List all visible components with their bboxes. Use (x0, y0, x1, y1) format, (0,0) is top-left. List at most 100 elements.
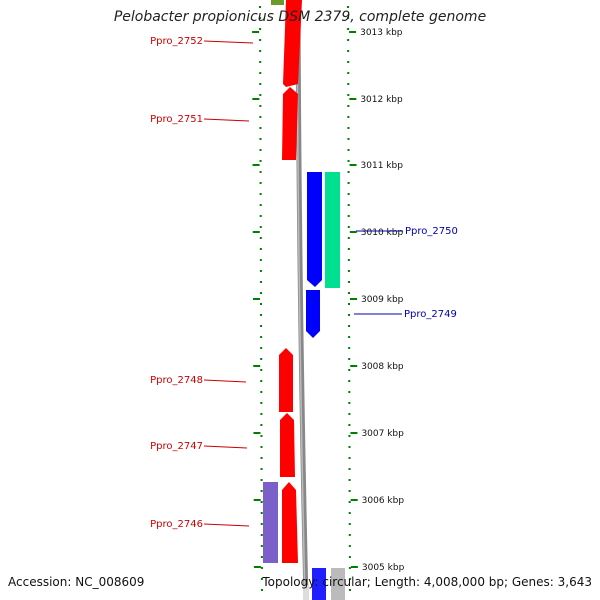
ruler-tick-right (349, 164, 357, 166)
guide-dot-left (260, 402, 263, 404)
guide-dot-right (347, 116, 350, 118)
gene-label-forward[interactable]: Ppro_2748 (150, 375, 203, 386)
gene-leader-line (203, 40, 254, 44)
gene-ppro-2748[interactable] (279, 348, 293, 412)
edge-feature-top (271, 0, 284, 5)
guide-dot-left (260, 336, 263, 338)
guide-dot-right (348, 402, 351, 404)
guide-dot-left (260, 567, 263, 569)
guide-dot-left (260, 391, 263, 393)
guide-dot-right (347, 281, 350, 283)
guide-dot-left (260, 512, 263, 514)
guide-dot-left (259, 39, 262, 41)
guide-dot-left (260, 424, 263, 426)
ruler-tick-label: 3009 kbp (361, 295, 404, 305)
feature-purple[interactable] (263, 482, 278, 563)
gene-label-forward[interactable]: Ppro_2746 (150, 519, 203, 530)
guide-dot-left (260, 380, 263, 382)
guide-dot-right (348, 424, 351, 426)
guide-dot-right (347, 237, 350, 239)
gene-leader-line (203, 379, 247, 383)
guide-dot-left (260, 457, 263, 459)
guide-dot-right (347, 226, 350, 228)
ruler-tick-left (253, 365, 261, 367)
edge-feature-bottom-gray (331, 568, 345, 600)
gene-arrow (306, 290, 320, 338)
guide-dot-right (347, 182, 350, 184)
guide-dot-right (348, 303, 351, 305)
ruler-tick-right (349, 298, 357, 300)
guide-dot-left (259, 270, 262, 272)
gene-ppro-2746[interactable] (282, 482, 298, 563)
guide-dot-right (348, 391, 351, 393)
guide-dot-right (348, 512, 351, 514)
gene-label-forward[interactable]: Ppro_2747 (150, 441, 203, 452)
gene-arrow (279, 348, 293, 412)
ruler-tick-right (350, 499, 358, 501)
guide-dot-right (347, 28, 350, 30)
guide-dot-right (347, 160, 350, 162)
guide-dot-left (260, 545, 263, 547)
guide-dot-left (259, 226, 262, 228)
ruler-tick-right (349, 98, 357, 100)
gene-ppro-2752[interactable] (283, 0, 302, 87)
gene-arrow (283, 0, 302, 87)
guide-dot-right (348, 435, 351, 437)
ruler-tick-right (349, 31, 357, 33)
guide-dot-left (259, 72, 262, 74)
guide-dot-left (259, 160, 262, 162)
guide-dot-right (348, 457, 351, 459)
guide-dot-left (260, 369, 263, 371)
gene-ppro-2751[interactable] (282, 87, 298, 160)
guide-dot-left (259, 149, 262, 151)
gene-label-forward[interactable]: Ppro_2752 (150, 36, 203, 47)
feature-rna[interactable] (325, 172, 340, 288)
guide-dot-left (260, 501, 263, 503)
guide-dot-right (348, 501, 351, 503)
guide-dot-left (259, 83, 262, 85)
guide-dot-right (347, 72, 350, 74)
guide-dot-left (260, 358, 263, 360)
ruler-tick-label: 3006 kbp (362, 496, 405, 506)
gene-leader-line (203, 523, 250, 527)
gene-label-forward[interactable]: Ppro_2751 (150, 114, 203, 125)
guide-dot-right (348, 325, 351, 327)
guide-dot-left (260, 325, 263, 327)
guide-dot-right (347, 193, 350, 195)
gene-leader-line (203, 445, 248, 449)
guide-dot-right (347, 259, 350, 261)
guide-dot-left (259, 248, 262, 250)
ruler-tick-left (252, 98, 260, 100)
guide-dot-right (348, 336, 351, 338)
ruler-tick-left (253, 499, 261, 501)
ruler-tick-label: 3005 kbp (362, 563, 405, 573)
gene-arrow (280, 413, 295, 477)
guide-dot-left (260, 413, 263, 415)
ruler-tick-label: 3007 kbp (361, 429, 404, 439)
guide-dot-right (348, 567, 351, 569)
guide-dot-right (347, 215, 350, 217)
ruler-tick-left (253, 566, 261, 568)
edge-feature-bottom-blue (312, 568, 326, 600)
ruler-tick-left (252, 164, 260, 166)
gene-label-reverse[interactable]: Ppro_2750 (405, 226, 458, 237)
accession-text: Accession: NC_008609 (8, 575, 145, 589)
guide-dot-left (259, 171, 262, 173)
guide-dot-left (260, 490, 263, 492)
guide-dot-left (260, 534, 263, 536)
guide-dot-left (259, 182, 262, 184)
gene-ppro-2750[interactable] (307, 172, 322, 287)
guide-dot-left (260, 303, 263, 305)
guide-dot-left (259, 259, 262, 261)
ruler-tick-label: 3012 kbp (360, 95, 403, 105)
guide-dot-left (260, 589, 263, 591)
guide-dot-right (348, 479, 351, 481)
gene-label-reverse[interactable]: Ppro_2749 (404, 309, 457, 320)
gene-ppro-2747[interactable] (280, 413, 295, 477)
ruler-tick-right (350, 432, 358, 434)
ruler-tick-left (252, 31, 260, 33)
ruler-tick-left (252, 298, 260, 300)
guide-dot-left (260, 435, 263, 437)
gene-ppro-2749[interactable] (306, 290, 320, 338)
